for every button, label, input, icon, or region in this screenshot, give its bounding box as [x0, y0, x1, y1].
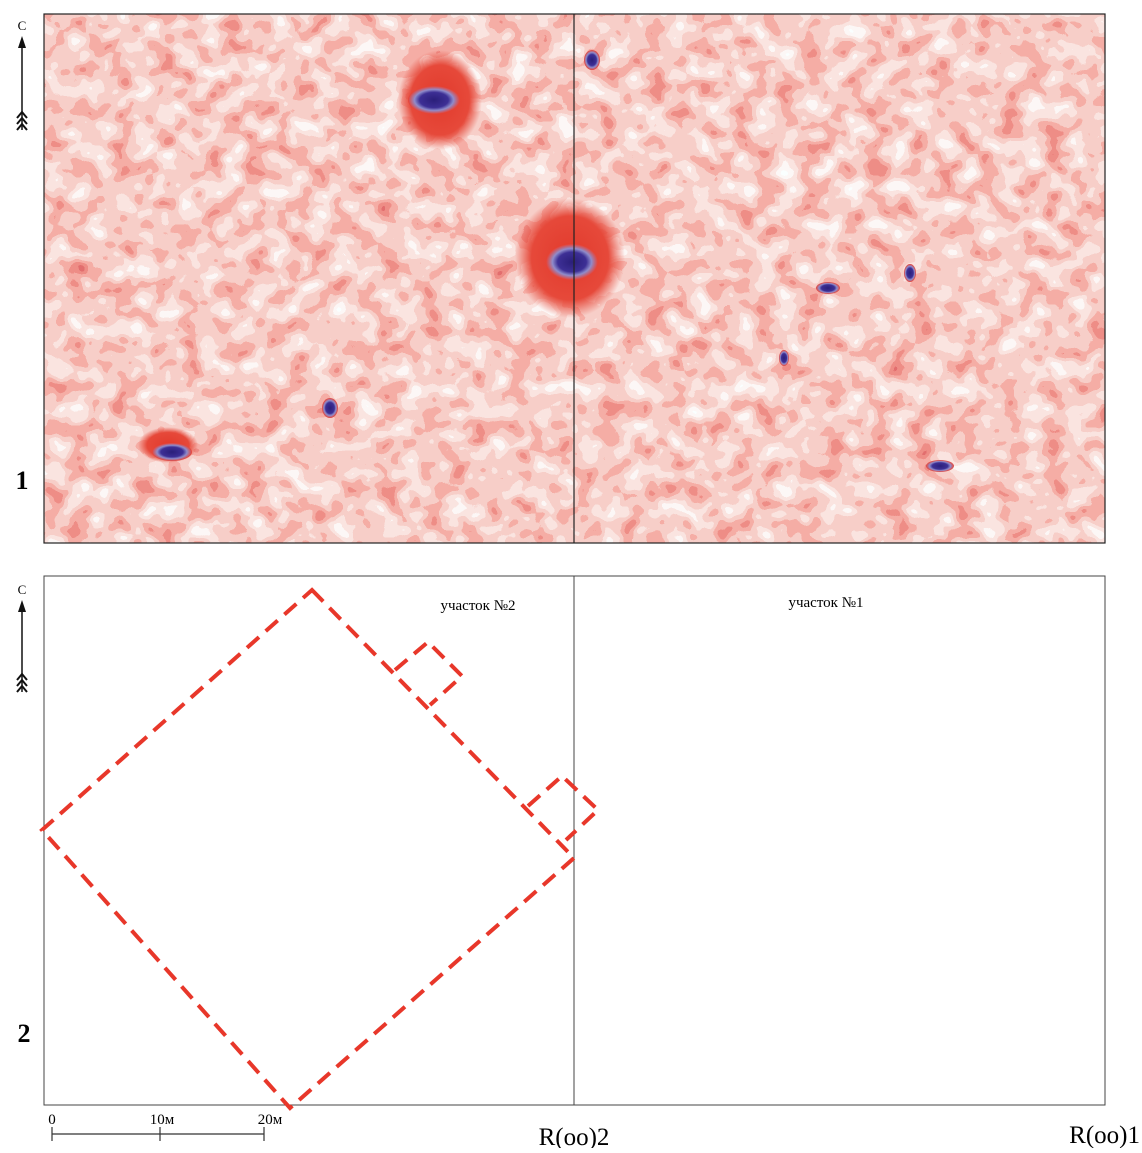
profile-label: R(oo)2: [539, 1124, 610, 1148]
arrow-feather: [16, 122, 28, 131]
anomaly: [779, 350, 789, 366]
area-label: участок №2: [440, 598, 515, 614]
structure: [39, 587, 577, 1111]
scale-label: 10м: [150, 1112, 175, 1128]
anomaly: [904, 264, 916, 282]
arrow-head: [18, 600, 26, 612]
anomaly: [546, 244, 598, 280]
area-label: участок №1: [788, 595, 863, 611]
annex: [526, 773, 601, 842]
panel-number: 2: [18, 1019, 31, 1048]
magnetic-map: [43, 13, 1106, 544]
scale-bar: 0 10м 20м: [48, 1112, 283, 1141]
north-arrow: С: [16, 18, 28, 131]
anomaly: [322, 398, 338, 418]
panel-number: 1: [16, 466, 29, 495]
anomaly: [816, 282, 840, 294]
north-label: С: [18, 582, 27, 597]
anomaly: [152, 443, 192, 461]
arrow-feather: [16, 110, 28, 119]
north-arrow: С: [16, 582, 28, 693]
arrow-feather: [16, 678, 28, 687]
north-label: С: [18, 18, 27, 33]
anomaly: [926, 460, 954, 472]
anomaly: [584, 50, 600, 70]
scale-label: 20м: [258, 1112, 283, 1128]
profile-label: R(oo)1: [1069, 1122, 1140, 1148]
interpretation: участок №2 участок №1: [39, 575, 1106, 1111]
arrow-feather: [16, 116, 28, 125]
scale-label: 0: [48, 1112, 56, 1128]
structure-outline: [39, 587, 601, 1111]
annex: [393, 639, 465, 707]
arrow-head: [18, 36, 26, 48]
anomaly: [408, 86, 460, 114]
arrow-feather: [16, 672, 28, 681]
arrow-feather: [16, 684, 28, 693]
